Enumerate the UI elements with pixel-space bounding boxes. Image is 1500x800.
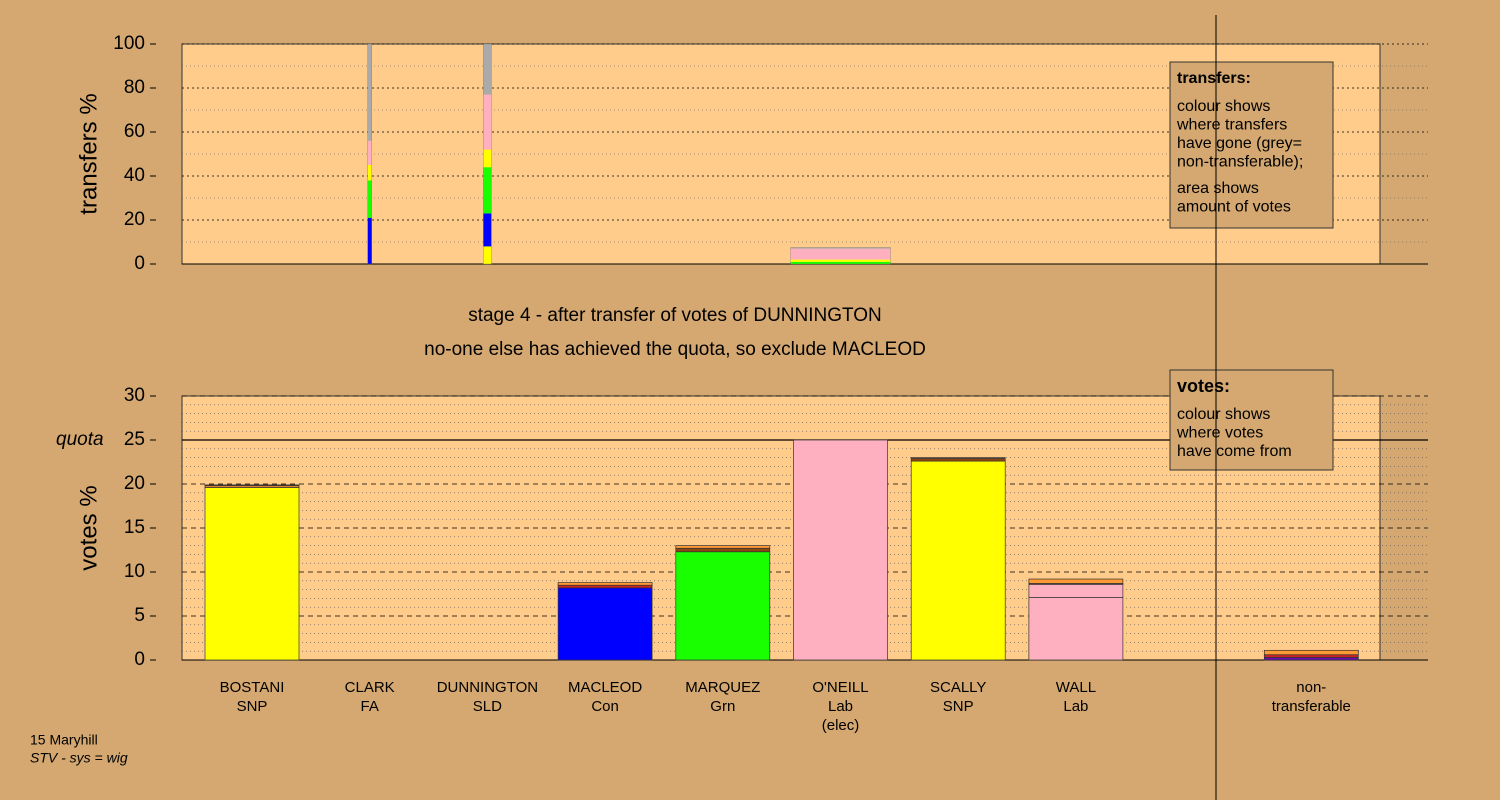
x-tick-label: Grn [710, 698, 735, 715]
transfer-width [790, 247, 891, 265]
y-tick-label: 40 [124, 165, 145, 186]
x-tick-label: FA [361, 698, 379, 715]
legend-text: amount of votes [1177, 199, 1291, 216]
bar-segment [1263, 649, 1359, 656]
transfer-segment [483, 149, 492, 168]
y-tick-label: 15 [124, 517, 145, 538]
x-tick-label: non- [1296, 679, 1326, 696]
legend-title: transfers: [1177, 70, 1251, 87]
y-tick-label: 25 [124, 429, 145, 450]
transfer-segment [790, 248, 891, 260]
y-axis-label: votes % [75, 485, 102, 570]
transfer-segment [483, 246, 492, 264]
y-tick-label: 10 [124, 561, 145, 582]
bar-segment [557, 584, 653, 589]
legend-text: non-transferable); [1177, 154, 1303, 171]
legend-text: have gone (grey= [1177, 135, 1302, 152]
y-tick-label: 0 [134, 253, 145, 274]
footer-system: STV - sys = wig [30, 750, 128, 766]
transfer-width [483, 43, 492, 265]
footer-constituency: 15 Maryhill [30, 732, 98, 748]
x-tick-label: SNP [237, 698, 268, 715]
x-tick-label: WALL [1056, 679, 1096, 696]
x-tick-label: DUNNINGTON [437, 679, 538, 696]
x-tick-label: Lab [828, 698, 853, 715]
transfer-segment [483, 213, 492, 247]
chart-title: stage 4 - after transfer of votes of DUN… [468, 305, 882, 326]
x-tick-label: (elec) [822, 717, 860, 734]
transfer-segment [483, 167, 492, 214]
legend-text: colour shows [1177, 98, 1270, 115]
bar-segment [557, 582, 653, 586]
x-tick-label: MARQUEZ [685, 679, 760, 696]
bar-segment [793, 439, 888, 661]
y-tick-label: 80 [124, 77, 145, 98]
legend-box [1169, 369, 1334, 471]
bar-segment [1263, 654, 1359, 658]
bar-segment [1028, 597, 1124, 661]
transfer-segment [790, 261, 891, 264]
x-tick-label: SCALLY [930, 679, 986, 696]
x-tick-label: transferable [1272, 698, 1351, 715]
legend-text: where transfers [1176, 117, 1287, 134]
y-tick-label: 0 [134, 649, 145, 670]
legend-text: have come from [1177, 443, 1292, 460]
bar-segment [1028, 583, 1124, 598]
bar-segment [204, 487, 300, 661]
y-tick-label: 20 [124, 209, 145, 230]
bar-segment [1028, 578, 1124, 584]
x-tick-label: MACLEOD [568, 679, 642, 696]
legend-text: area shows [1177, 180, 1259, 197]
y-axis-label: transfers % [75, 93, 102, 214]
x-tick-label: Lab [1063, 698, 1088, 715]
chart-subtitle: no-one else has achieved the quota, so e… [424, 339, 926, 360]
bar-segment [910, 460, 1006, 661]
transfer-segment [790, 247, 891, 249]
x-tick-label: BOSTANI [220, 679, 285, 696]
transfer-segment [483, 94, 492, 150]
bar-segment [204, 484, 300, 487]
legend-text: where votes [1176, 425, 1263, 442]
y-tick-label: 100 [113, 33, 145, 54]
y-tick-label: 60 [124, 121, 145, 142]
x-tick-label: SLD [473, 698, 502, 715]
transfer-segment [367, 140, 372, 165]
x-tick-label: CLARK [345, 679, 395, 696]
bar-segment [675, 545, 771, 549]
quota-label: quota [56, 429, 104, 450]
x-tick-label: O'NEILL [812, 679, 868, 696]
y-tick-label: 30 [124, 385, 145, 406]
bar-segment [910, 458, 1006, 462]
x-tick-label: SNP [943, 698, 974, 715]
y-tick-label: 20 [124, 473, 145, 494]
transfer-segment [367, 44, 372, 141]
transfer-segment [367, 180, 372, 218]
legend-text: colour shows [1177, 406, 1270, 423]
bar-segment [910, 457, 1006, 459]
transfer-width [367, 43, 372, 265]
legend-title: votes: [1177, 376, 1230, 396]
transfer-segment [367, 165, 372, 181]
x-tick-label: Con [591, 698, 619, 715]
legend-box [1169, 61, 1334, 229]
transfer-segment [790, 259, 891, 262]
bar-segment [557, 587, 653, 661]
bar-segment [675, 551, 771, 661]
bar-segment [675, 547, 771, 553]
transfer-segment [483, 44, 492, 95]
y-tick-label: 5 [134, 605, 145, 626]
transfer-segment [367, 217, 372, 264]
bar-segment [1263, 657, 1359, 661]
